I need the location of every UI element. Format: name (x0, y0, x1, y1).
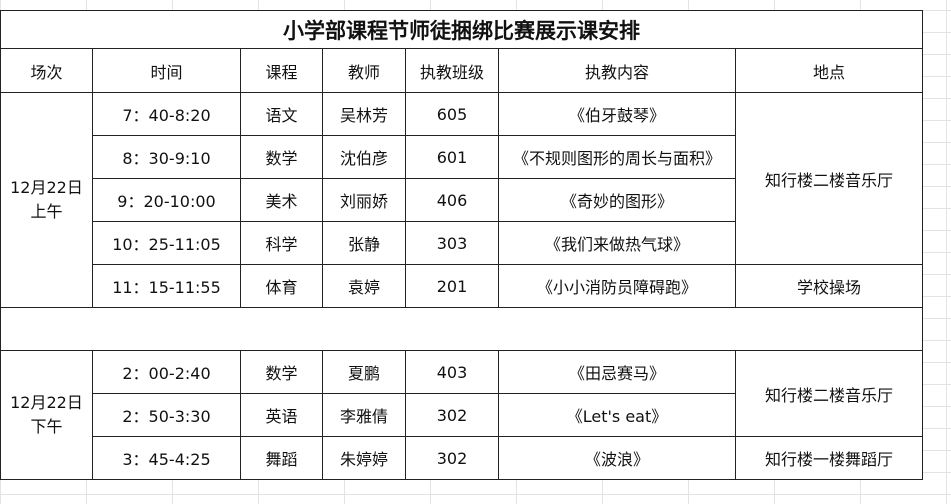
header-cell: 场次 (0, 48, 93, 93)
header-cell: 课程 (240, 48, 323, 93)
teacher-cell: 夏鹏 (322, 350, 406, 394)
table-row: 12月22日 下午 2：00-2:40 数学 夏鹏 403 《田忌赛马》 知行楼二… (0, 350, 923, 480)
class-cell: 605 (405, 92, 499, 136)
subject-cell: 体育 (240, 264, 323, 308)
class-cell: 406 (405, 178, 499, 222)
subject-cell: 数学 (240, 135, 323, 179)
class-cell: 601 (405, 135, 499, 179)
content-cell: 《Let's eat》 (498, 393, 736, 437)
table-row: 11：15-11:55 体育 袁婷 201 《小小消防员障碍跑》 学校操场 (1, 264, 923, 308)
location-cell: 知行楼一楼舞蹈厅 (735, 436, 923, 480)
location-cell: 知行楼二楼音乐厅 (735, 92, 923, 265)
class-cell: 302 (405, 436, 499, 480)
time-cell: 10：25-11:05 (92, 221, 241, 265)
header-row: 场次 时间 课程 教师 执教班级 执教内容 地点 (0, 48, 923, 93)
content-cell: 《伯牙鼓琴》 (498, 92, 736, 136)
teacher-cell: 袁婷 (322, 264, 406, 308)
table-row: 3：45-4:25 舞蹈 朱婷婷 302 《波浪》 知行楼一楼舞蹈厅 (1, 436, 923, 480)
table-title: 小学部课程节师徒捆绑比赛展示课安排 (0, 10, 923, 49)
table-row: 12月22日 上午 7：40-8:20 语文 吴林芳 605 《伯牙鼓琴》 知行楼… (0, 92, 923, 308)
class-cell: 303 (405, 221, 499, 265)
table-row: 9：20-10:00 美术 刘丽娇 406 《奇妙的图形》 (1, 178, 923, 222)
table-row: 8：30-9:10 数学 沈伯彦 601 《不规则图形的周长与面积》 (1, 135, 923, 179)
subject-cell: 美术 (240, 178, 323, 222)
header-cell: 执教班级 (405, 48, 499, 93)
content-cell: 《田忌赛马》 (498, 350, 736, 394)
spacer-cell (0, 307, 923, 351)
class-cell: 201 (405, 264, 499, 308)
time-cell: 2：00-2:40 (92, 350, 241, 394)
teacher-cell: 李雅倩 (322, 393, 406, 437)
time-cell: 3：45-4:25 (92, 436, 241, 480)
teacher-cell: 吴林芳 (322, 92, 406, 136)
table-row: 2：50-3:30 英语 李雅倩 302 《Let's eat》 (1, 393, 923, 437)
subject-cell: 英语 (240, 393, 323, 437)
header-cell: 教师 (322, 48, 406, 93)
subject-cell: 语文 (240, 92, 323, 136)
time-cell: 11：15-11:55 (92, 264, 241, 308)
time-cell: 2：50-3:30 (92, 393, 241, 437)
session-cell: 12月22日 上午 (0, 92, 93, 308)
header-cell: 执教内容 (498, 48, 736, 93)
content-cell: 《波浪》 (498, 436, 736, 480)
location-cell: 知行楼二楼音乐厅 (735, 350, 923, 437)
class-cell: 302 (405, 393, 499, 437)
class-cell: 403 (405, 350, 499, 394)
content-cell: 《小小消防员障碍跑》 (498, 264, 736, 308)
subject-cell: 舞蹈 (240, 436, 323, 480)
time-cell: 9：20-10:00 (92, 178, 241, 222)
teacher-cell: 朱婷婷 (322, 436, 406, 480)
teacher-cell: 沈伯彦 (322, 135, 406, 179)
time-cell: 8：30-9:10 (92, 135, 241, 179)
header-cell: 地点 (735, 48, 923, 93)
schedule-table: 小学部课程节师徒捆绑比赛展示课安排 场次 时间 课程 教师 执教班级 执教内容 … (0, 10, 923, 480)
header-cell: 时间 (92, 48, 241, 93)
session-cell: 12月22日 下午 (0, 350, 93, 480)
content-cell: 《我们来做热气球》 (498, 221, 736, 265)
subject-cell: 科学 (240, 221, 323, 265)
spacer-row (0, 307, 923, 351)
time-cell: 7：40-8:20 (92, 92, 241, 136)
subject-cell: 数学 (240, 350, 323, 394)
location-cell: 学校操场 (735, 264, 923, 308)
teacher-cell: 张静 (322, 221, 406, 265)
table-row: 10：25-11:05 科学 张静 303 《我们来做热气球》 (1, 221, 923, 265)
content-cell: 《奇妙的图形》 (498, 178, 736, 222)
teacher-cell: 刘丽娇 (322, 178, 406, 222)
content-cell: 《不规则图形的周长与面积》 (498, 135, 736, 179)
